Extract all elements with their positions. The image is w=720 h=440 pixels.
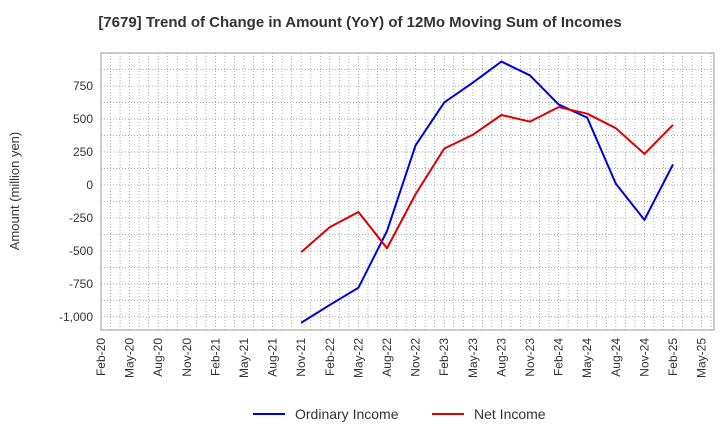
x-tick-label: Nov-21 [294, 338, 308, 377]
y-axis-title: Amount (million yen) [7, 132, 22, 251]
x-tick-label: Feb-22 [323, 338, 337, 376]
x-tick-label: Feb-21 [208, 338, 222, 376]
plot-area-frame [100, 52, 715, 331]
y-tick-label: 0 [86, 178, 93, 192]
x-tick-label: Feb-23 [437, 338, 451, 376]
x-tick-label: Aug-23 [494, 338, 508, 377]
x-tick-label: Aug-21 [266, 338, 280, 377]
y-tick-label: 500 [73, 112, 93, 126]
x-tick-label: May-23 [466, 338, 480, 378]
y-tick-label: -500 [69, 244, 93, 258]
y-axis-ticks: 750 500 250 0 -250 -500 -750 -1,000 [59, 79, 93, 324]
series-line-net-income [300, 106, 674, 253]
chart-title: [7679] Trend of Change in Amount (YoY) o… [98, 14, 622, 31]
series-lines [300, 60, 674, 324]
x-tick-label: Nov-24 [637, 338, 651, 377]
x-tick-label: May-25 [695, 338, 709, 378]
series-line-ordinary-income [300, 60, 674, 324]
x-tick-label: Feb-24 [552, 338, 566, 376]
x-tick-label: Feb-20 [94, 338, 108, 376]
x-tick-label: May-22 [351, 338, 365, 378]
x-tick-label: May-24 [580, 338, 594, 378]
legend-label: Net Income [474, 406, 546, 422]
y-tick-label: -250 [69, 211, 93, 225]
x-tick-label: Nov-20 [180, 338, 194, 377]
x-tick-label: Aug-20 [151, 338, 165, 377]
y-tick-label: 250 [73, 145, 93, 159]
x-tick-label: Aug-22 [380, 338, 394, 377]
grid [100, 52, 714, 330]
x-tick-label: Aug-24 [609, 338, 623, 377]
x-tick-label: May-21 [237, 338, 251, 378]
legend: Ordinary Income Net Income [253, 406, 546, 422]
x-axis-ticks: Feb-20 May-20 Aug-20 Nov-20 Feb-21 May-21 Aug-… [94, 338, 709, 378]
x-tick-label: Nov-22 [409, 338, 423, 377]
y-tick-label: 750 [73, 79, 93, 93]
y-tick-label: -1,000 [59, 310, 93, 324]
legend-label: Ordinary Income [295, 406, 399, 422]
y-tick-label: -750 [69, 277, 93, 291]
x-tick-label: Nov-23 [523, 338, 537, 377]
x-tick-label: May-20 [123, 338, 137, 378]
x-tick-label: Feb-25 [666, 338, 680, 376]
